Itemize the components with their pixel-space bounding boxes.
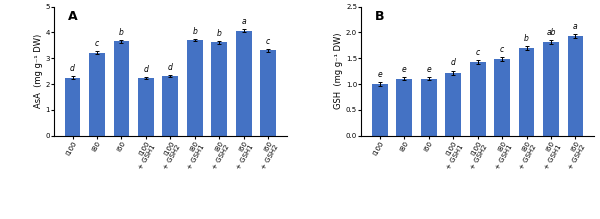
Bar bbox=[236, 31, 252, 136]
Bar bbox=[65, 78, 80, 136]
Text: d: d bbox=[143, 65, 148, 74]
Text: d: d bbox=[451, 58, 455, 67]
Bar bbox=[518, 48, 535, 136]
Text: c: c bbox=[266, 37, 271, 46]
Bar bbox=[470, 62, 485, 136]
Bar bbox=[396, 79, 412, 136]
Text: c: c bbox=[475, 48, 480, 57]
Text: A: A bbox=[68, 11, 77, 23]
Text: c: c bbox=[500, 45, 504, 54]
Text: d: d bbox=[168, 63, 173, 72]
Text: d: d bbox=[70, 64, 75, 73]
Bar bbox=[138, 78, 154, 136]
Text: a: a bbox=[573, 22, 578, 31]
Bar bbox=[568, 36, 583, 136]
Bar bbox=[89, 53, 105, 136]
Bar bbox=[211, 42, 227, 136]
Text: e: e bbox=[427, 65, 431, 74]
Text: a: a bbox=[241, 17, 246, 26]
Bar bbox=[421, 79, 437, 136]
Text: ab: ab bbox=[546, 28, 556, 37]
Bar bbox=[187, 40, 203, 136]
Text: b: b bbox=[524, 34, 529, 43]
Text: b: b bbox=[193, 27, 197, 36]
Y-axis label: AsA  (mg g⁻¹ DW): AsA (mg g⁻¹ DW) bbox=[34, 34, 43, 108]
Text: B: B bbox=[375, 11, 385, 23]
Text: e: e bbox=[377, 70, 382, 79]
Text: b: b bbox=[119, 28, 124, 37]
Text: c: c bbox=[95, 39, 99, 48]
Bar bbox=[372, 84, 388, 136]
Text: b: b bbox=[217, 29, 222, 38]
Bar bbox=[260, 50, 276, 136]
Bar bbox=[445, 73, 461, 136]
Bar bbox=[163, 76, 178, 136]
Text: e: e bbox=[402, 65, 407, 74]
Y-axis label: GSH  (mg g⁻¹ DW): GSH (mg g⁻¹ DW) bbox=[334, 33, 343, 110]
Bar bbox=[494, 59, 510, 136]
Bar bbox=[543, 42, 559, 136]
Bar bbox=[113, 41, 130, 136]
